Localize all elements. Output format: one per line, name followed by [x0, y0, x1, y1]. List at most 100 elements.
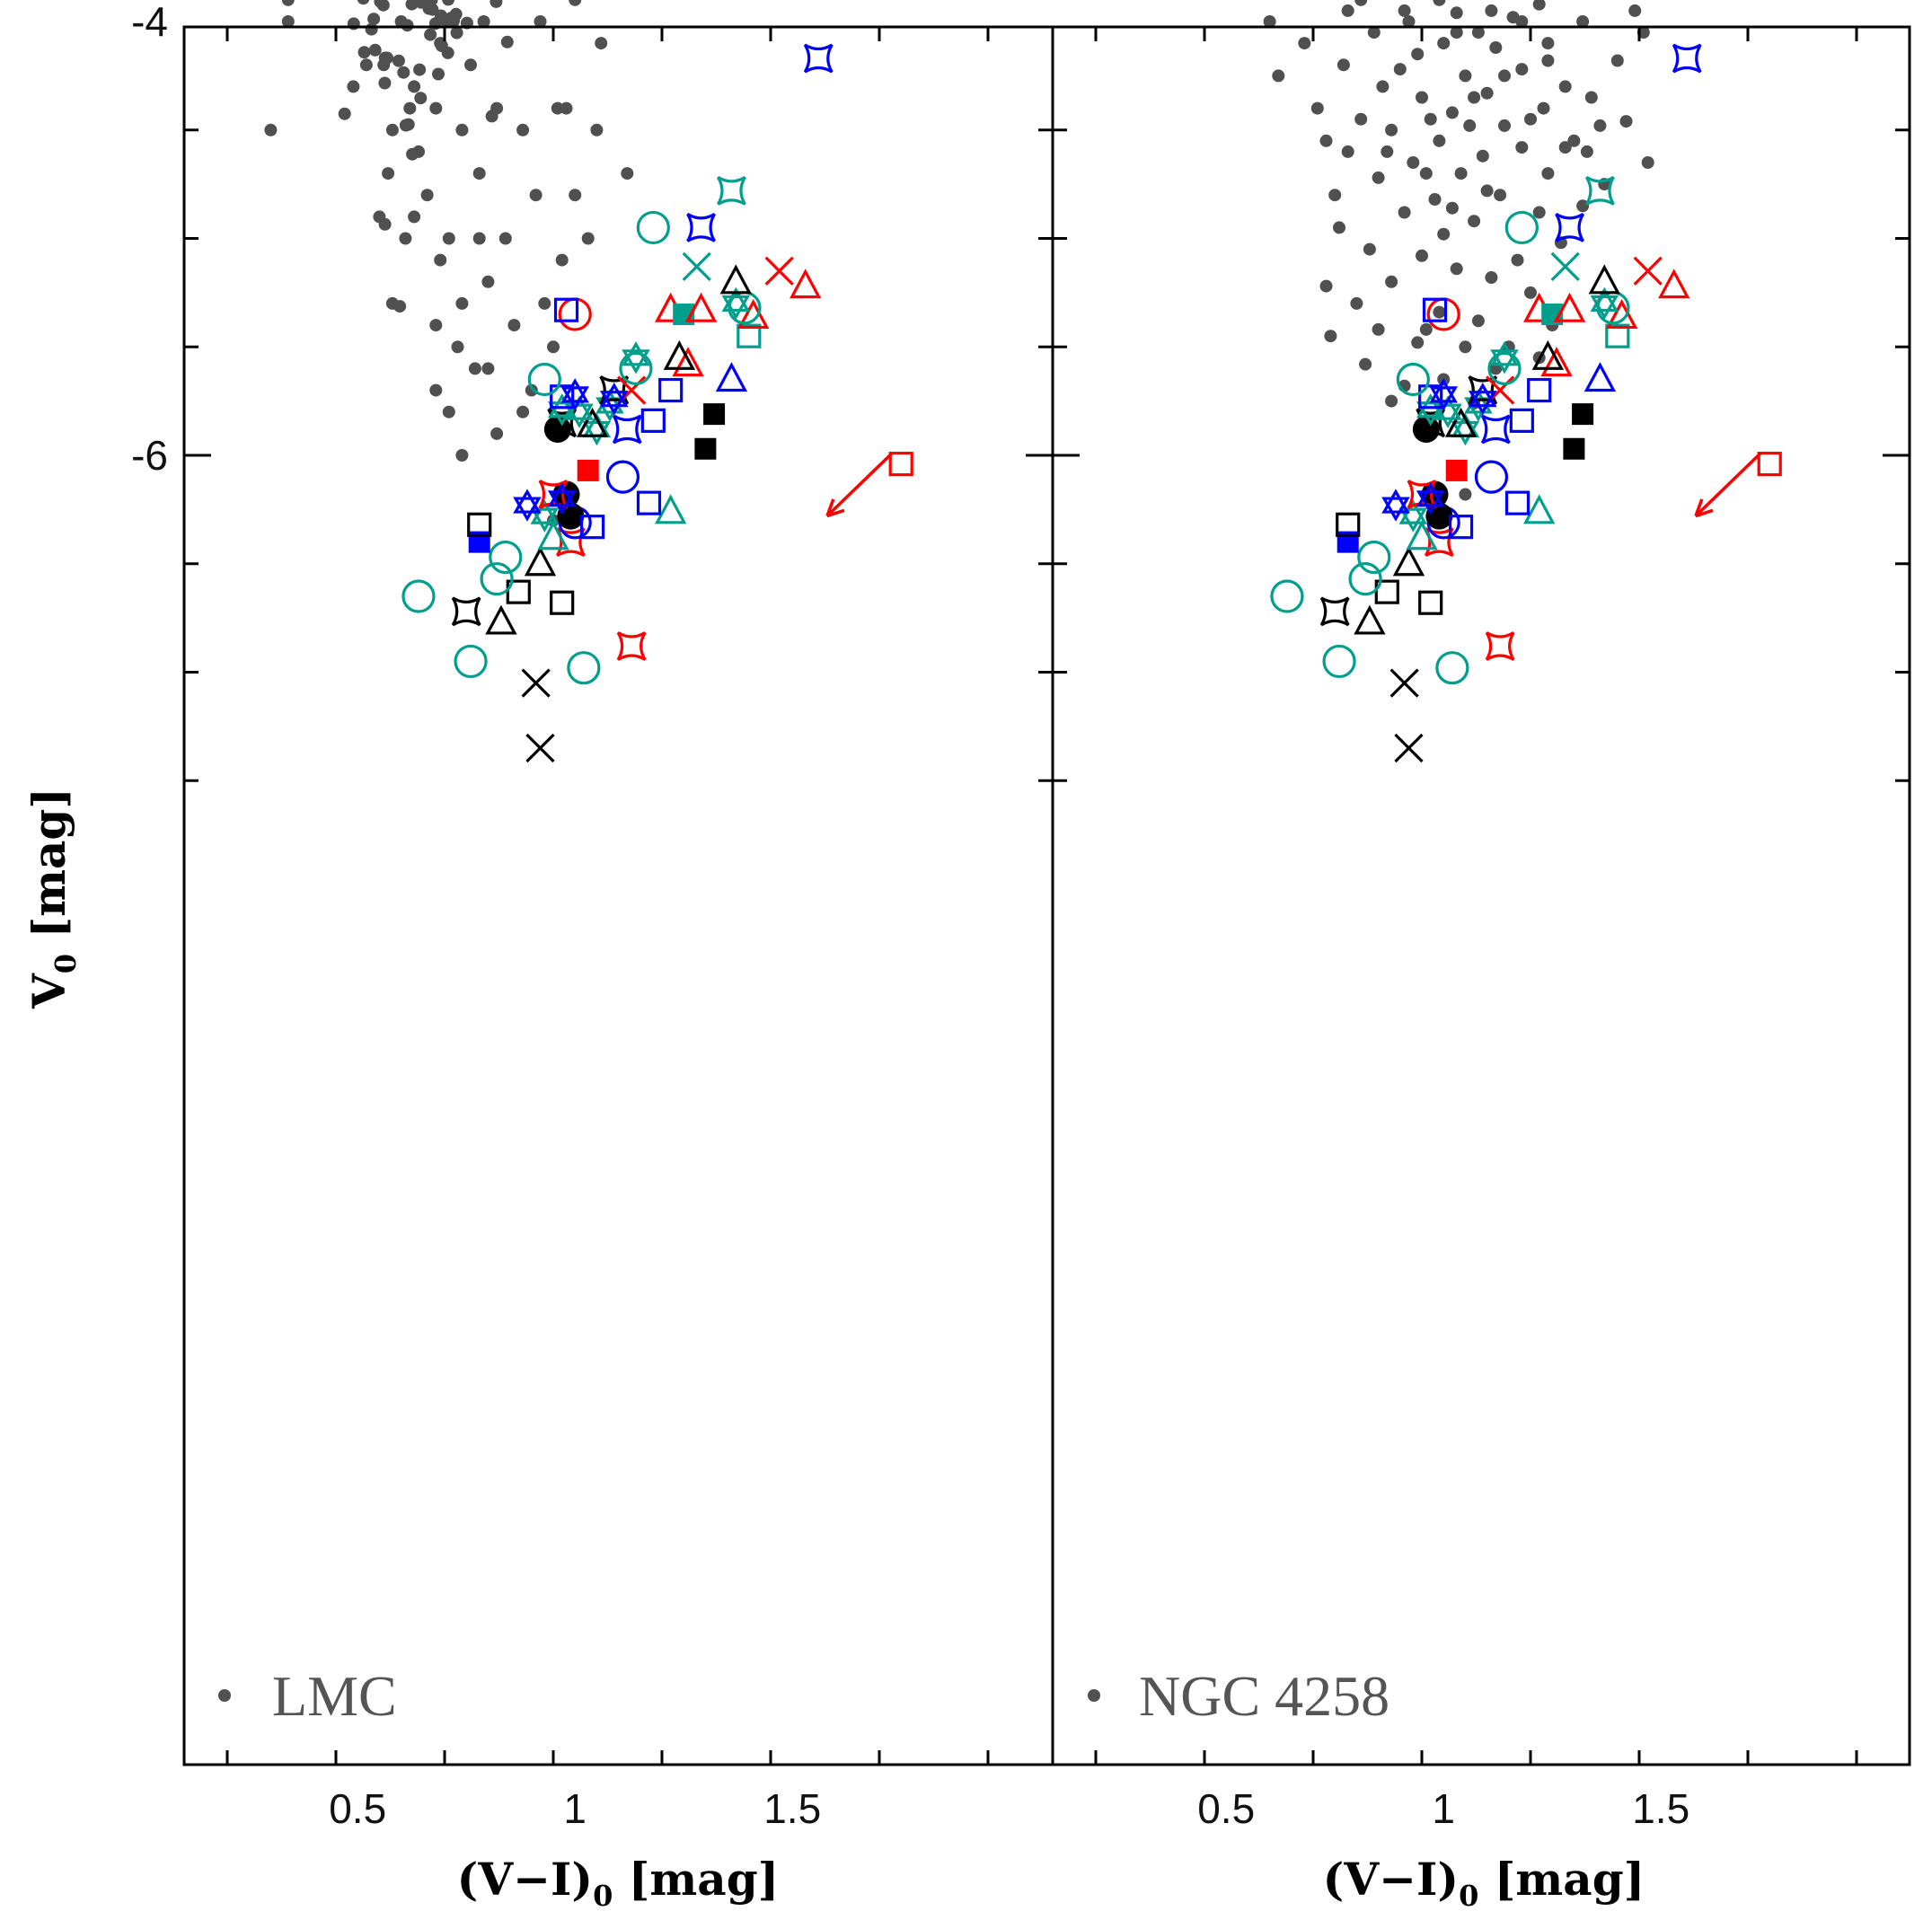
field-star-point	[1424, 112, 1437, 126]
y-tick-label: -4	[131, 0, 168, 45]
highlight-star-circle	[401, 579, 436, 613]
field-star-point	[551, 101, 564, 115]
field-star-point	[1459, 69, 1472, 83]
highlight-star-star4	[1407, 480, 1437, 509]
field-star-point	[338, 107, 351, 120]
field-star-point	[464, 58, 477, 72]
field-star-point	[455, 123, 469, 137]
field-star-point	[1641, 156, 1654, 169]
field-star-point	[357, 46, 371, 59]
field-star-point	[1515, 141, 1529, 154]
highlight-star-square	[640, 408, 666, 433]
field-star-point	[1393, 63, 1407, 76]
ngc4258-highlight-stars	[1270, 43, 1782, 763]
field-star-point	[399, 119, 412, 132]
highlight-star-star6	[1381, 489, 1410, 522]
field-star-point	[392, 54, 405, 67]
field-star-point	[490, 427, 504, 440]
highlight-star-star4	[1424, 527, 1454, 557]
highlight-star-sqfill	[694, 437, 717, 460]
highlight-star-sqfill	[1572, 403, 1594, 426]
field-star-point	[374, 0, 387, 8]
field-star-point	[1515, 15, 1529, 28]
highlight-star-triangle	[1406, 520, 1438, 550]
field-star-point	[1350, 296, 1363, 310]
field-star-point	[1416, 91, 1428, 104]
highlight-star-square	[1418, 590, 1443, 615]
x-axis-title-left: (V−I)0 [mag]	[457, 1853, 780, 1913]
x-tick-label: 1	[1432, 1785, 1455, 1832]
panel-lmc-frame	[182, 25, 1054, 1766]
field-star-point	[399, 232, 412, 245]
field-star-point	[264, 123, 278, 137]
field-star-point	[1558, 141, 1572, 154]
field-star-point	[1480, 184, 1494, 198]
highlight-star-x	[1394, 733, 1424, 763]
x-axis-title-right: (V−I)0 [mag]	[1323, 1853, 1645, 1913]
highlight-star-triangle	[1392, 546, 1425, 577]
highlight-star-x	[682, 251, 711, 282]
field-star-point	[1494, 189, 1507, 202]
field-star-point	[281, 15, 295, 28]
field-star-point	[1515, 63, 1529, 76]
reddening-arrow	[825, 452, 894, 517]
reddening-arrow-head	[825, 498, 845, 518]
field-star-point	[1567, 134, 1581, 147]
field-star-point	[446, 15, 460, 28]
highlight-star-triangle	[719, 264, 752, 295]
field-star-point	[1324, 330, 1337, 343]
field-star-point	[359, 58, 373, 72]
highlight-star-star4	[686, 213, 716, 242]
y-axis-title-text: V0 [mag]	[22, 788, 83, 1009]
highlight-star-circle	[1435, 651, 1469, 685]
field-star-point	[1272, 69, 1285, 83]
field-star-point	[1593, 119, 1607, 132]
field-star-point	[1498, 69, 1511, 83]
field-star-point	[1416, 249, 1428, 262]
highlight-star-star4	[1672, 43, 1702, 74]
field-star-point	[472, 232, 486, 245]
highlight-star-star6	[1490, 341, 1519, 374]
field-star-point	[1558, 80, 1572, 93]
field-star-point	[1407, 156, 1420, 169]
field-star-point	[442, 232, 455, 245]
field-star-point	[498, 232, 512, 245]
field-star-point	[1468, 91, 1481, 104]
field-star-point	[378, 76, 392, 90]
field-star-point	[595, 37, 608, 50]
field-star-point	[1463, 119, 1477, 132]
field-star-point	[429, 319, 443, 332]
highlight-star-star4	[538, 480, 569, 509]
highlight-star-sqfill	[1563, 437, 1585, 460]
field-star-point	[490, 0, 503, 8]
field-star-point	[481, 275, 495, 288]
field-star-point	[1471, 26, 1485, 40]
field-star-point	[555, 253, 569, 267]
field-star-point	[560, 101, 573, 115]
field-star-point	[1471, 314, 1485, 328]
lmc-highlight-stars	[401, 43, 913, 763]
field-star-point	[1480, 86, 1494, 100]
ngc4258-field-stars	[1263, 0, 1654, 501]
field-star-point	[1298, 37, 1311, 50]
field-star-point	[1341, 4, 1354, 17]
field-star-point	[441, 46, 454, 59]
highlight-star-triangle	[672, 347, 704, 377]
highlight-star-x	[1550, 251, 1580, 282]
highlight-star-star6	[1429, 378, 1458, 411]
field-star-point	[397, 66, 410, 79]
field-star-point	[413, 63, 427, 76]
field-star-point	[414, 92, 428, 105]
field-star-point	[547, 340, 560, 354]
x-tick-label: 1.5	[1632, 1785, 1689, 1832]
field-star-point	[385, 296, 399, 310]
field-star-point	[377, 58, 391, 72]
highlight-star-triangle	[1605, 299, 1638, 330]
field-star-point	[435, 12, 448, 25]
field-star-point	[405, 0, 419, 11]
highlight-star-triangle	[715, 362, 748, 392]
highlight-star-sqfill	[577, 459, 599, 481]
field-star-point	[621, 167, 634, 181]
y-axis-title: V0 [mag]	[22, 788, 83, 1009]
